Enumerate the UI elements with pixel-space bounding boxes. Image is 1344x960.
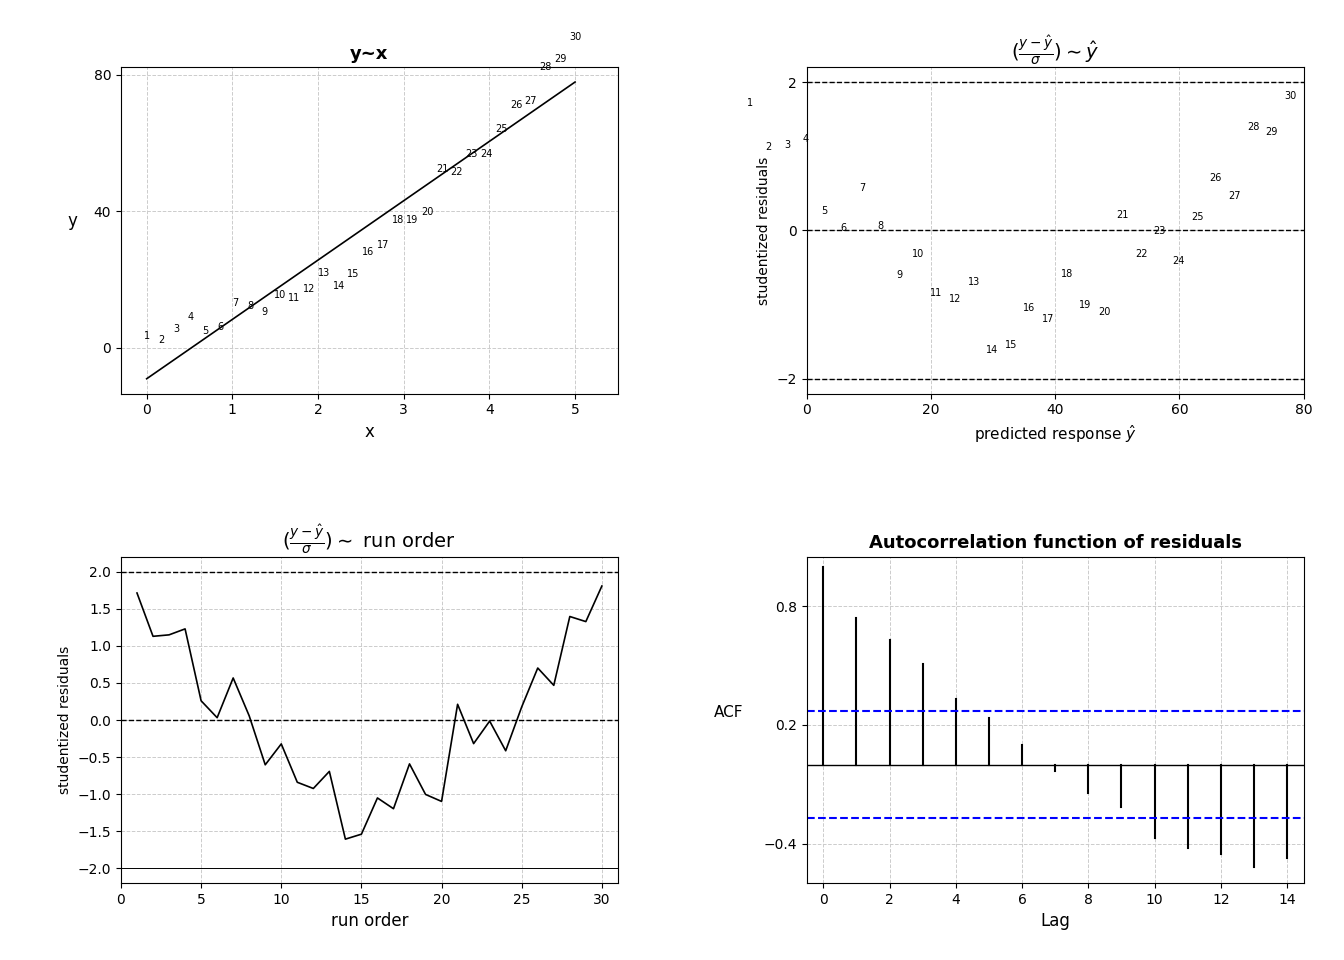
- Text: 5: 5: [821, 206, 828, 216]
- Text: 22: 22: [450, 167, 464, 177]
- Y-axis label: ACF: ACF: [714, 705, 743, 720]
- Text: 9: 9: [896, 270, 902, 280]
- X-axis label: x: x: [364, 422, 375, 441]
- Title: $(\frac{y - \hat{y}}{\sigma}) \sim \hat{y}$: $(\frac{y - \hat{y}}{\sigma}) \sim \hat{…: [1011, 33, 1099, 67]
- Text: 18: 18: [1060, 270, 1073, 279]
- Text: 27: 27: [1228, 191, 1241, 201]
- Text: 4: 4: [802, 134, 809, 144]
- Text: 30: 30: [569, 32, 581, 41]
- Title: Autocorrelation function of residuals: Autocorrelation function of residuals: [868, 535, 1242, 552]
- Text: 22: 22: [1136, 249, 1148, 259]
- Text: 14: 14: [986, 345, 999, 354]
- Text: 14: 14: [332, 281, 345, 291]
- Text: 11: 11: [288, 293, 301, 302]
- Text: 25: 25: [495, 124, 508, 133]
- Text: 4: 4: [188, 312, 194, 323]
- Text: 11: 11: [930, 288, 942, 298]
- Text: 25: 25: [1191, 212, 1203, 223]
- Title: y~x: y~x: [351, 45, 388, 62]
- Text: 8: 8: [247, 300, 253, 311]
- Text: 2: 2: [766, 142, 771, 152]
- Text: 15: 15: [1005, 340, 1017, 349]
- Text: 10: 10: [273, 290, 286, 300]
- Text: 3: 3: [173, 324, 179, 334]
- Text: 28: 28: [539, 62, 551, 72]
- Text: 20: 20: [421, 207, 434, 217]
- Text: 29: 29: [1266, 127, 1278, 137]
- Text: 27: 27: [524, 96, 538, 106]
- Text: 12: 12: [949, 294, 961, 304]
- Title: $(\frac{y - \hat{y}}{\sigma}) \sim$ run order: $(\frac{y - \hat{y}}{\sigma}) \sim$ run …: [282, 522, 457, 557]
- Y-axis label: y: y: [67, 212, 78, 230]
- Text: 29: 29: [554, 54, 566, 64]
- Text: 17: 17: [376, 240, 390, 250]
- Text: 9: 9: [262, 307, 267, 317]
- Text: 20: 20: [1098, 307, 1110, 317]
- Text: 16: 16: [1023, 303, 1036, 313]
- Text: 13: 13: [317, 269, 331, 278]
- Y-axis label: studentized residuals: studentized residuals: [58, 646, 73, 794]
- Text: 5: 5: [203, 326, 208, 336]
- Text: 23: 23: [465, 149, 478, 159]
- Text: 24: 24: [480, 149, 493, 158]
- Text: 6: 6: [218, 322, 223, 332]
- Text: 21: 21: [435, 164, 449, 174]
- Text: 19: 19: [1079, 300, 1091, 310]
- Text: 13: 13: [968, 276, 980, 287]
- Text: 23: 23: [1153, 227, 1167, 236]
- Text: 28: 28: [1247, 122, 1259, 132]
- Text: 19: 19: [406, 215, 419, 225]
- Text: 8: 8: [878, 221, 883, 231]
- Text: 7: 7: [859, 183, 866, 193]
- Y-axis label: studentized residuals: studentized residuals: [757, 156, 771, 304]
- Text: 18: 18: [391, 215, 405, 225]
- Text: 1: 1: [144, 331, 149, 341]
- Text: 6: 6: [840, 223, 847, 233]
- Text: 30: 30: [1284, 91, 1297, 102]
- Text: 26: 26: [1210, 174, 1222, 183]
- Text: 10: 10: [911, 250, 923, 259]
- X-axis label: predicted response $\hat{y}$: predicted response $\hat{y}$: [973, 422, 1137, 444]
- Text: 26: 26: [509, 101, 523, 110]
- X-axis label: Lag: Lag: [1040, 912, 1070, 930]
- X-axis label: run order: run order: [331, 912, 409, 930]
- Text: 1: 1: [747, 98, 753, 108]
- Text: 12: 12: [302, 284, 316, 295]
- Text: 15: 15: [347, 269, 360, 279]
- Text: 2: 2: [159, 335, 164, 346]
- Text: 17: 17: [1042, 314, 1054, 324]
- Text: 3: 3: [785, 140, 790, 151]
- Text: 21: 21: [1117, 209, 1129, 220]
- Text: 16: 16: [362, 247, 375, 256]
- Text: 7: 7: [233, 299, 238, 308]
- Text: 24: 24: [1172, 256, 1184, 266]
